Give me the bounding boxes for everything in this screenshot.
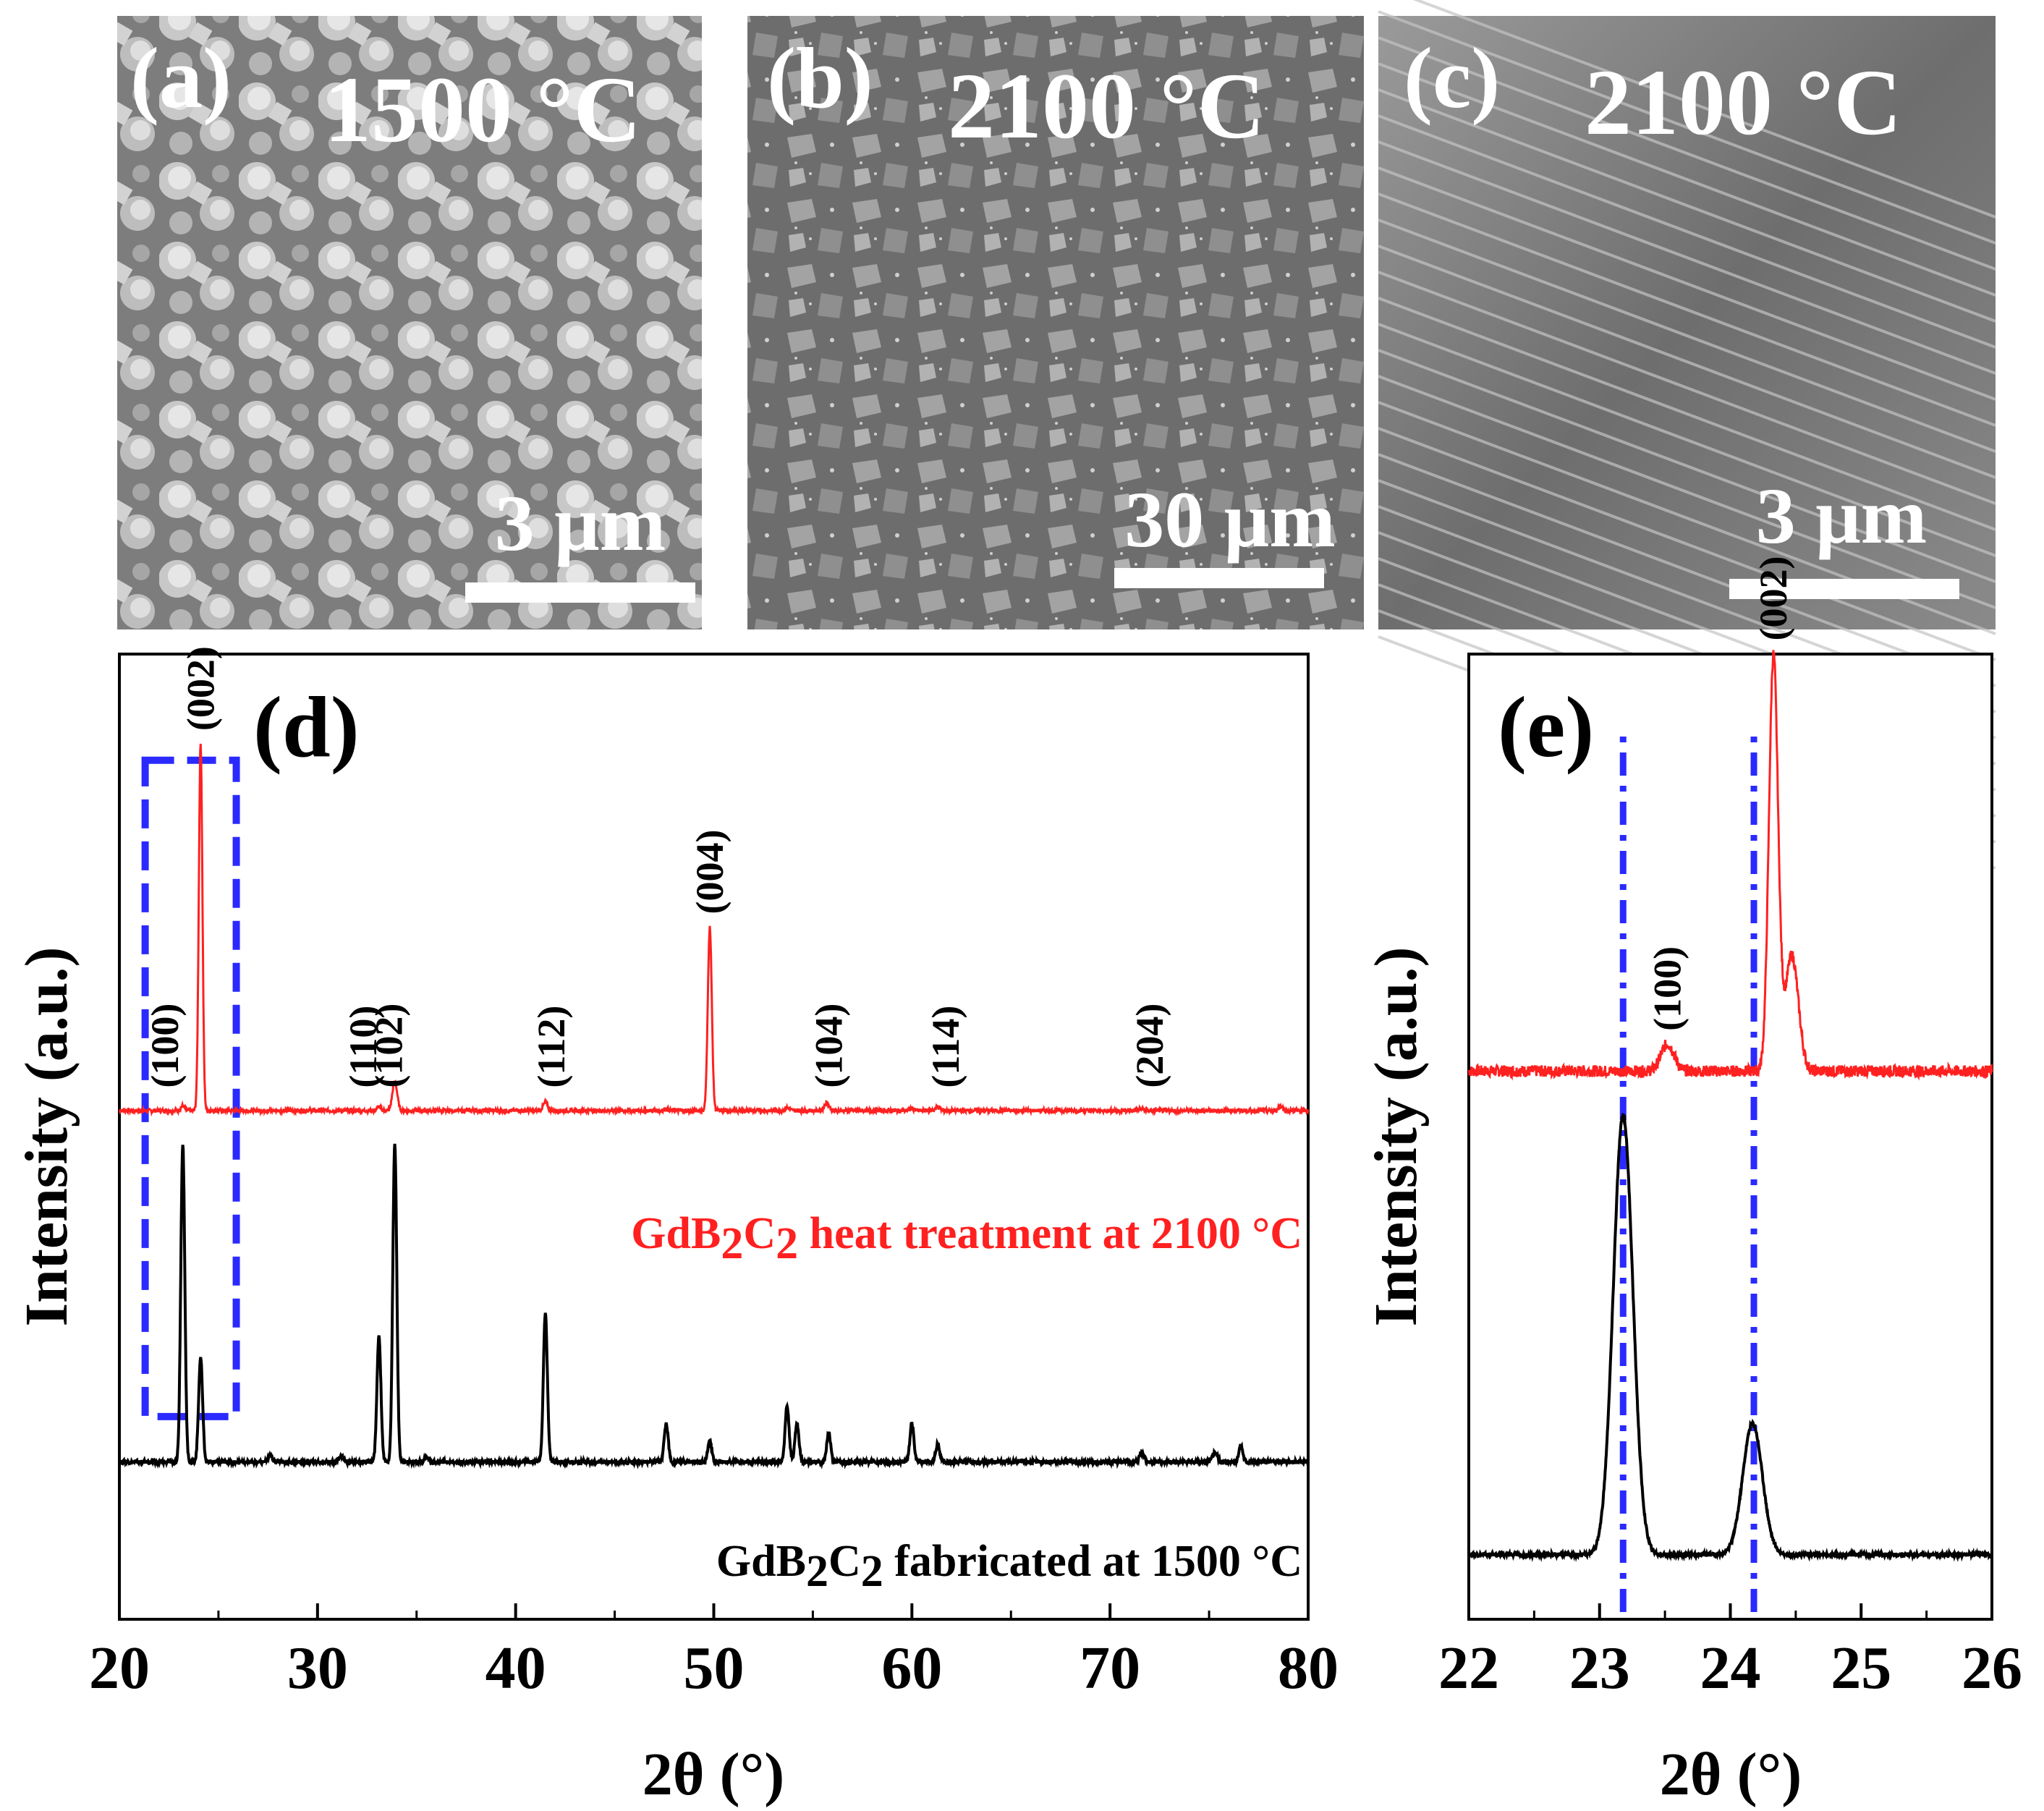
plot-frame-d [118,653,1310,1621]
sem-panel-c: (c) 2100 °C 3 μm [1378,0,1996,870]
scale-label-c: 3 μm [1756,472,1928,560]
sem-panel-b: (b) 2100 °C 30 μm [747,16,1364,629]
peak-annotation: (114) [924,1006,967,1088]
x-ticks-e [1467,1603,1993,1619]
chart-e: 22 23 24 25 26 (100) (002) (e) 2θ (°) Intensi… [1362,556,2022,1808]
legend-2100: GdB2C2 heat treatment at 2100 °C [631,1209,1302,1268]
panel-label-a: (a) [130,30,232,126]
peak-annotation: (002) [179,646,222,731]
y-axis-label-d: Intensity (a.u.) [13,946,80,1326]
panel-label-c: (c) [1404,30,1500,126]
x-tick-label: 26 [1962,1634,2022,1702]
x-tick-label: 40 [485,1634,546,1702]
peak-annotations-e: (100) (002) [1646,556,1795,1031]
x-tick-label: 30 [287,1634,348,1702]
sem-image-c [1378,16,1996,629]
x-tick-labels-e: 22 23 24 25 26 [1438,1634,2022,1702]
temp-label-b: 2100 °C [948,54,1265,158]
scale-bar-c [1729,579,1959,599]
sem-image-b [747,16,1364,629]
x-tick-label: 20 [89,1634,150,1702]
peak-annotation: (100) [143,1004,187,1088]
x-tick-labels-d: 20 30 40 50 60 70 80 [89,1634,1339,1702]
peak-annotation: (110) [342,1006,385,1088]
x-tick-label: 24 [1700,1634,1761,1702]
temp-label-c: 2100 °C [1585,51,1901,155]
scale-bar-b [1114,568,1324,588]
peak-annotation: (104) [807,1004,850,1088]
peak-annotation: (102) [367,1004,410,1088]
legend-1500: GdB2C2 fabricated at 1500 °C [716,1537,1302,1596]
x-tick-label: 23 [1569,1634,1630,1702]
x-tick-label: 22 [1438,1634,1499,1702]
panel-label-e: (e) [1498,679,1594,775]
scale-label-a: 3 μm [495,479,666,567]
peak-annotation: (112) [530,1006,573,1088]
x-axis-label-e: 2θ (°) [1660,1741,1802,1808]
peak-annotation: (002) [1752,556,1795,641]
temp-label-a: 1500 °C [324,58,641,162]
y-axis-label-e: Intensity (a.u.) [1362,946,1430,1326]
series-line-1500 [118,1143,1310,1469]
sem-panel-a: (a) 1500 °C 3 μm [117,16,702,629]
x-ticks-d [118,1603,1310,1619]
plot-frame-e [1467,653,1993,1621]
panel-label-b: (b) [767,30,873,126]
x-tick-label: 60 [881,1634,942,1702]
peak-annotations-d: (002) (100) (110)(102) (112) (004) (104) (114)… [143,646,1171,1087]
sem-image-a [117,16,702,629]
peak-annotation: (204) [1128,1004,1171,1088]
peak-annotation: (100) [1646,946,1689,1031]
panel-label-d: (d) [253,679,360,775]
series-line-2100 [119,743,1310,1117]
peak-annotation: (004) [688,830,731,915]
x-tick-label: 80 [1278,1634,1339,1702]
highlight-box [141,756,240,1420]
x-tick-label: 50 [684,1634,745,1702]
scale-label-b: 30 μm [1124,475,1336,564]
chart-d: 20 30 40 50 60 70 80 (002) (100) (110)(102) (112)… [13,646,1339,1808]
scale-bar-a [465,582,695,603]
x-tick-label: 25 [1831,1634,1891,1702]
series-line-1500-zoom [1467,1113,1993,1563]
series-line-2100-zoom [1467,650,1993,1081]
x-axis-label-d: 2θ (°) [643,1741,784,1808]
x-tick-label: 70 [1080,1634,1140,1702]
